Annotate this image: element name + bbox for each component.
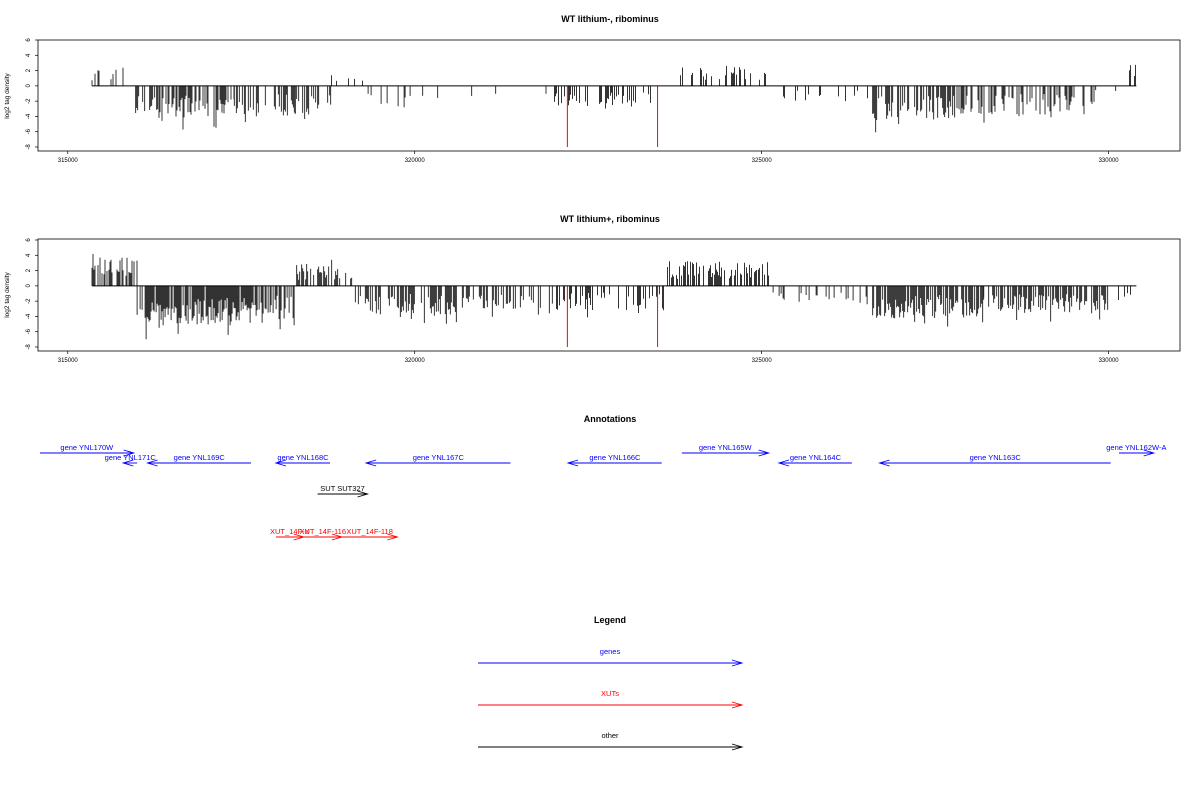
y-tick-label: -6 <box>26 328 32 334</box>
x-tick-label: 325000 <box>752 358 773 364</box>
annotation-label: gene YNL171C <box>105 453 157 462</box>
legend-item: genes <box>478 647 744 667</box>
annotation-label: gene YNL166C <box>589 453 641 462</box>
x-tick-label: 330000 <box>1099 358 1120 364</box>
y-tick-label: 4 <box>26 253 32 257</box>
plot-frame <box>37 238 1181 352</box>
annotation-xut: XUT_14F-118 <box>341 527 399 541</box>
annotation-label: gene YNL164C <box>790 453 842 462</box>
legend-label: XUTs <box>601 689 619 698</box>
annotation-gene: gene YNL164C <box>777 453 852 467</box>
annotation-gene: gene YNL165W <box>681 443 771 457</box>
bars <box>91 254 1137 347</box>
annotation-label: XUT_14F-X <box>270 527 310 536</box>
track-lithium-minus: WT lithium-, ribominus log2 tag density … <box>4 14 1181 164</box>
legend-item: other <box>478 731 744 751</box>
legend: Legend genes XUTs other <box>478 615 744 751</box>
annotation-gene: gene YNL167C <box>364 453 511 467</box>
y-tick-label: 4 <box>26 53 32 57</box>
y-tick-label: 0 <box>26 284 32 288</box>
x-tick-label: 320000 <box>405 358 426 364</box>
annotation-label: gene YNL165W <box>699 443 753 452</box>
annotation-label: gene YNL163C <box>970 453 1022 462</box>
track-title: WT lithium+, ribominus <box>560 214 660 224</box>
y-axis-label: log2 tag density <box>4 72 11 118</box>
x-tick-label: 325000 <box>752 158 773 164</box>
y-tick-label: 6 <box>26 238 32 242</box>
annotation-label: SUT SUT327 <box>320 484 364 493</box>
axis-ticks: 6 4 2 0 -2 -4 -6 -8 315000 320000 325000 330000 <box>26 238 1119 364</box>
x-tick-label: 315000 <box>58 358 79 364</box>
bars <box>91 64 1137 147</box>
annotation-label: gene YNL169C <box>174 453 226 462</box>
annotation-gene: gene YNL168C <box>274 453 331 467</box>
y-tick-label: -4 <box>26 313 32 319</box>
x-tick-label: 330000 <box>1099 158 1120 164</box>
y-tick-label: 2 <box>26 268 32 272</box>
y-tick-label: -6 <box>26 128 32 134</box>
y-tick-label: -2 <box>26 98 32 104</box>
annotations-title: Annotations <box>584 414 637 424</box>
annotation-label: gene YNL167C <box>413 453 465 462</box>
annotation-gene: gene YNL169C <box>145 453 251 467</box>
track-lithium-plus: WT lithium+, ribominus log2 tag density … <box>4 214 1181 364</box>
annotation-gene: gene YNL171C <box>105 453 157 467</box>
y-tick-label: -8 <box>26 344 32 350</box>
x-tick-label: 315000 <box>58 158 79 164</box>
annotation-label: gene YNL168C <box>277 453 329 462</box>
y-tick-label: 0 <box>26 84 32 88</box>
plot-frame <box>37 39 1181 152</box>
y-tick-label: -4 <box>26 113 32 119</box>
annotation-label: gene YNL162W-A <box>1106 443 1166 452</box>
legend-label: genes <box>600 647 621 656</box>
annotation-label: gene YNL170W <box>60 443 114 452</box>
legend-label: other <box>601 731 619 740</box>
y-tick-label: -8 <box>26 144 32 150</box>
annotation-xut: XUT_14F-116 <box>299 527 346 541</box>
x-tick-label: 320000 <box>405 158 426 164</box>
legend-title: Legend <box>594 615 626 625</box>
annotation-other: SUT SUT327 <box>317 484 370 498</box>
legend-items: genes XUTs other <box>478 647 744 751</box>
y-tick-label: 6 <box>26 38 32 42</box>
annotation-gene: gene YNL162W-A <box>1106 443 1166 457</box>
legend-item: XUTs <box>478 689 744 709</box>
y-tick-label: -2 <box>26 298 32 304</box>
axis-ticks: 6 4 2 0 -2 -4 -6 -8 315000 320000 325000 330000 <box>26 38 1119 164</box>
annotation-label: XUT_14F-118 <box>346 527 393 536</box>
annotation-gene: gene YNL170W <box>40 443 136 457</box>
track-title: WT lithium-, ribominus <box>561 14 659 24</box>
y-axis-label: log2 tag density <box>4 271 11 317</box>
annotation-gene: gene YNL163C <box>878 453 1111 467</box>
annotation-gene: gene YNL166C <box>566 453 662 467</box>
annotation-label: XUT_14F-116 <box>299 527 346 536</box>
y-tick-label: 2 <box>26 68 32 72</box>
